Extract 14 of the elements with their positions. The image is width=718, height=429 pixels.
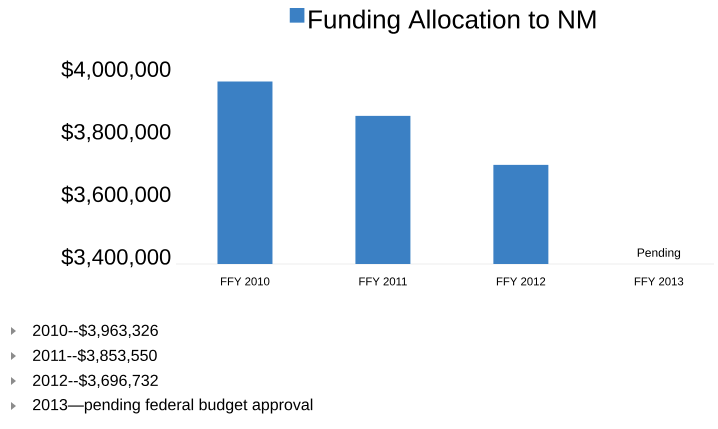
text: 2011--$3,853,550 [33, 349, 157, 363]
text: 2013—pending federal budget approval [33, 398, 312, 414]
x-tick-label: FFY 2012 [496, 277, 546, 286]
y-tick-label: $4,000,000 [61, 60, 170, 80]
x-tick-label: FFY 2013 [634, 277, 684, 286]
x-tick-label: FFY 2011 [359, 277, 407, 286]
y-tick-label: $3,400,000 [61, 248, 170, 268]
y-tick-label: $3,800,000 [61, 123, 170, 142]
x-tick-label: FFY 2010 [221, 277, 270, 286]
text: 2012--$3,696,732 [33, 374, 158, 388]
y-tick-label: $3,600,000 [61, 186, 170, 205]
legend-label: Funding Allocation to NM [309, 10, 596, 34]
annotation: Pending [638, 248, 680, 260]
text: 2010--$3,963,326 [33, 324, 158, 338]
